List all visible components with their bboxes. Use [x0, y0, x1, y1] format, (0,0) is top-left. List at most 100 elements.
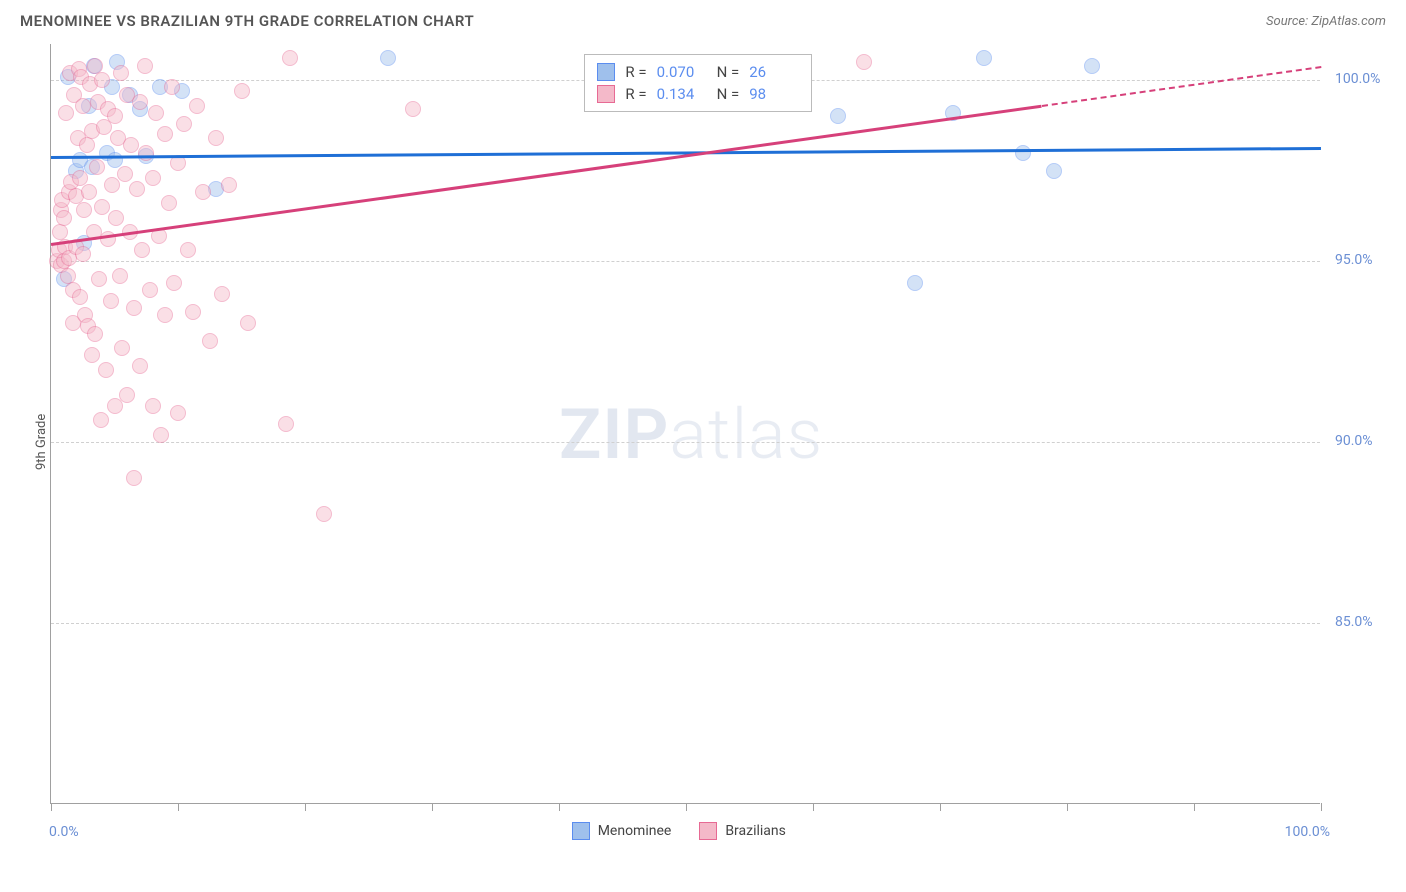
bottom-legend-label: Menominee	[598, 823, 672, 839]
x-tick	[305, 803, 306, 811]
scatter-point	[126, 300, 142, 316]
y-tick-label: 95.0%	[1335, 252, 1373, 268]
scatter-point	[107, 398, 123, 414]
scatter-point	[185, 304, 201, 320]
scatter-point	[830, 108, 846, 124]
x-tick-label: 0.0%	[49, 824, 79, 840]
x-tick	[686, 803, 687, 811]
scatter-point	[176, 116, 192, 132]
plot-area: ZIPatlas 85.0%90.0%95.0%100.0%0.0%100.0%…	[50, 44, 1320, 804]
scatter-point	[104, 177, 120, 193]
scatter-point	[72, 170, 88, 186]
legend-r-label: R =	[625, 85, 646, 103]
scatter-point	[87, 326, 103, 342]
scatter-point	[132, 94, 148, 110]
scatter-point	[214, 286, 230, 302]
source-label: Source: ZipAtlas.com	[1266, 14, 1386, 29]
legend-r-label: R =	[625, 63, 646, 81]
x-tick	[940, 803, 941, 811]
scatter-point	[1015, 145, 1031, 161]
scatter-point	[123, 137, 139, 153]
scatter-point	[93, 412, 109, 428]
scatter-point	[138, 145, 154, 161]
scatter-point	[157, 126, 173, 142]
scatter-point	[112, 268, 128, 284]
scatter-point	[240, 315, 256, 331]
scatter-point	[145, 398, 161, 414]
legend-n-value: 98	[749, 85, 799, 103]
scatter-point	[79, 137, 95, 153]
legend-r-value: 0.070	[657, 63, 707, 81]
bottom-legend-item: Menominee	[572, 822, 672, 840]
x-tick-label: 100.0%	[1285, 824, 1330, 840]
scatter-point	[221, 177, 237, 193]
scatter-point	[170, 155, 186, 171]
legend-stats-box: R = 0.070 N = 26 R = 0.134 N = 98	[584, 54, 812, 112]
x-tick	[1321, 803, 1322, 811]
bottom-legend-label: Brazilians	[725, 823, 786, 839]
legend-swatch	[597, 63, 615, 81]
x-tick	[1194, 803, 1195, 811]
scatter-point	[117, 166, 133, 182]
scatter-point	[137, 58, 153, 74]
scatter-point	[129, 181, 145, 197]
legend-stats-row: R = 0.134 N = 98	[597, 83, 799, 105]
scatter-point	[189, 98, 205, 114]
scatter-point	[316, 506, 332, 522]
x-tick	[51, 803, 52, 811]
scatter-point	[1084, 58, 1100, 74]
trend-line-dashed	[1041, 66, 1321, 107]
legend-stats-row: R = 0.070 N = 26	[597, 61, 799, 83]
scatter-point	[91, 271, 107, 287]
scatter-point	[107, 152, 123, 168]
gridline-h	[51, 261, 1320, 262]
scatter-point	[380, 50, 396, 66]
gridline-h	[51, 623, 1320, 624]
scatter-point	[148, 105, 164, 121]
scatter-point	[153, 427, 169, 443]
watermark: ZIPatlas	[559, 394, 823, 476]
scatter-point	[81, 184, 97, 200]
scatter-point	[282, 50, 298, 66]
scatter-point	[976, 50, 992, 66]
scatter-point	[202, 333, 218, 349]
scatter-point	[145, 170, 161, 186]
scatter-point	[208, 130, 224, 146]
legend-swatch	[699, 822, 717, 840]
scatter-point	[164, 79, 180, 95]
legend-n-label: N =	[717, 63, 740, 81]
y-axis-title: 9th Grade	[34, 414, 49, 470]
scatter-point	[119, 387, 135, 403]
scatter-point	[126, 470, 142, 486]
scatter-point	[405, 101, 421, 117]
scatter-point	[166, 275, 182, 291]
scatter-point	[157, 307, 173, 323]
legend-n-value: 26	[749, 63, 799, 81]
bottom-legend: Menominee Brazilians	[572, 822, 786, 840]
scatter-point	[170, 405, 186, 421]
scatter-point	[58, 105, 74, 121]
scatter-point	[76, 202, 92, 218]
scatter-point	[142, 282, 158, 298]
chart-area: ZIPatlas 85.0%90.0%95.0%100.0%0.0%100.0%…	[50, 44, 1320, 804]
scatter-point	[103, 293, 119, 309]
scatter-point	[113, 65, 129, 81]
y-tick-label: 90.0%	[1335, 433, 1373, 449]
scatter-point	[114, 340, 130, 356]
y-tick-label: 100.0%	[1335, 71, 1380, 87]
legend-n-label: N =	[717, 85, 740, 103]
x-tick	[813, 803, 814, 811]
watermark-bold: ZIP	[559, 394, 669, 476]
scatter-point	[75, 246, 91, 262]
scatter-point	[108, 210, 124, 226]
legend-r-value: 0.134	[657, 85, 707, 103]
scatter-point	[161, 195, 177, 211]
scatter-point	[107, 108, 123, 124]
scatter-point	[89, 159, 105, 175]
scatter-point	[1046, 163, 1062, 179]
legend-swatch	[597, 85, 615, 103]
scatter-point	[234, 83, 250, 99]
scatter-point	[278, 416, 294, 432]
scatter-point	[907, 275, 923, 291]
legend-swatch	[572, 822, 590, 840]
